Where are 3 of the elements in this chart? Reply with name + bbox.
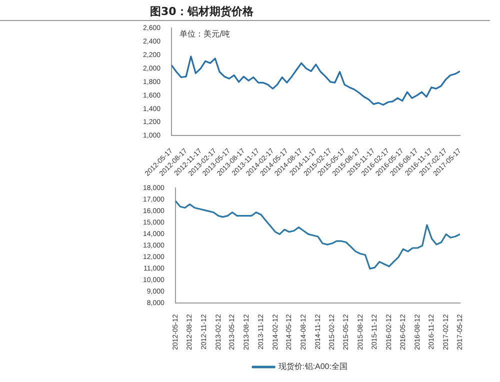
legend-label: 现货价:铝:A00:全国 — [278, 362, 348, 372]
annotation: 单位：美元/吨 — [180, 29, 230, 38]
chart-title: 图30：铝材期货价格 — [0, 0, 490, 21]
